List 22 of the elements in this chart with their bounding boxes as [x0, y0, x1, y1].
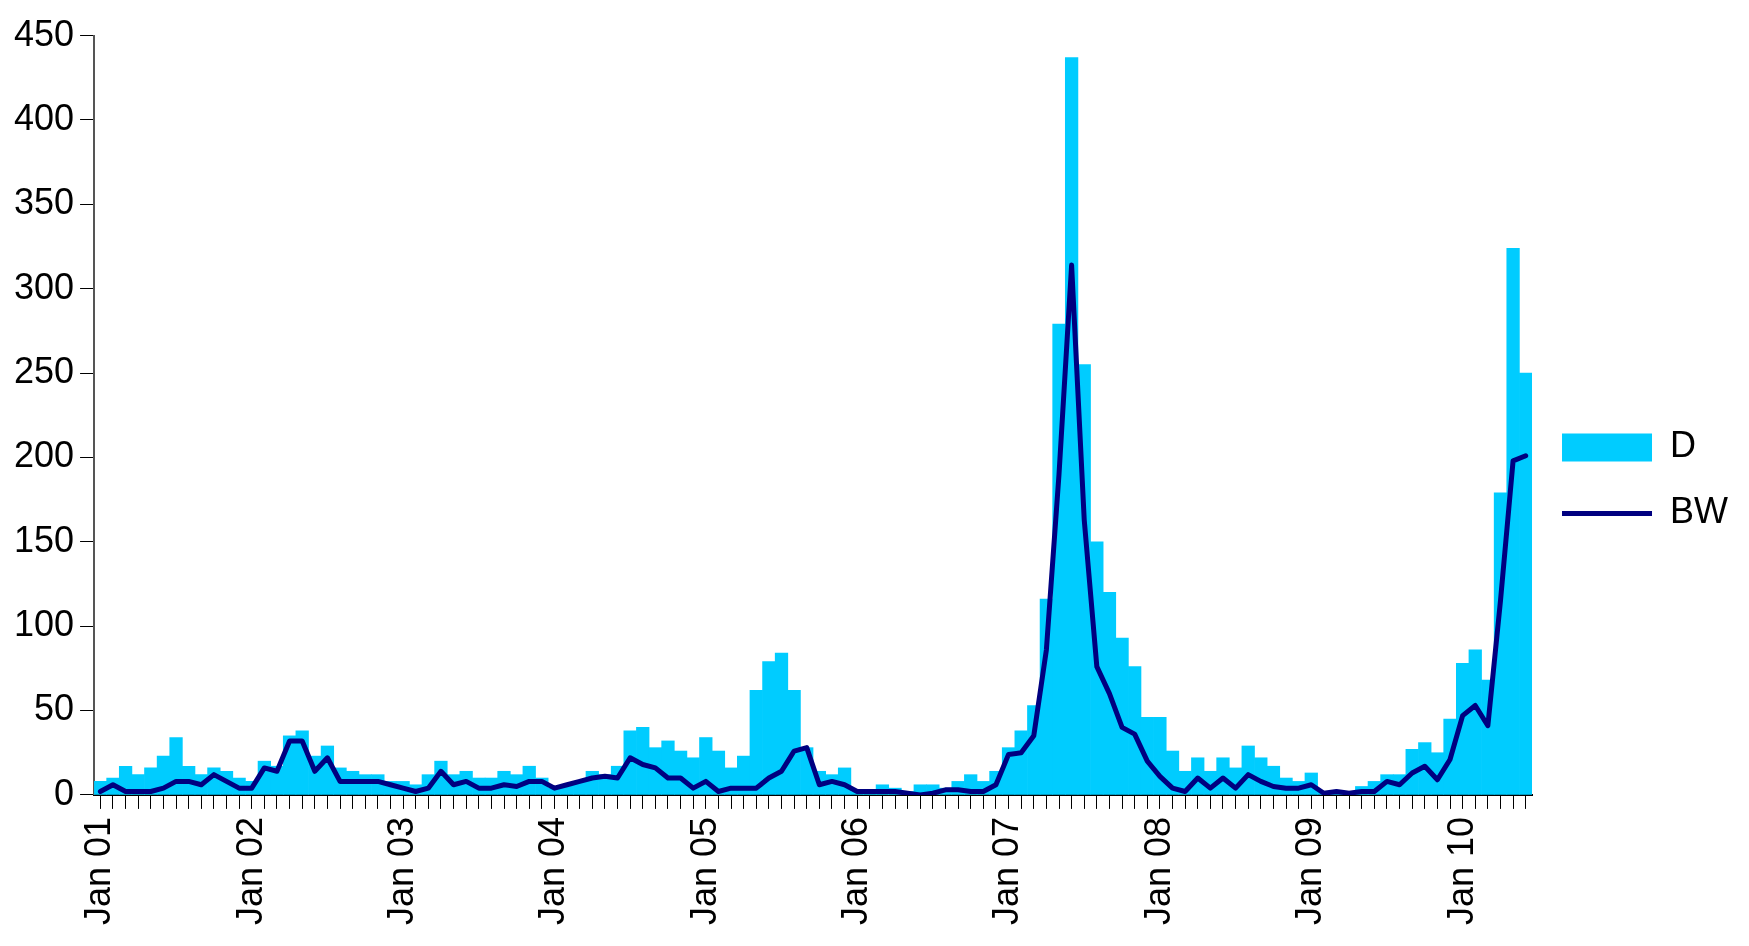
x-tick-label: Jan 02 — [228, 816, 270, 926]
x-tick-label: Jan 06 — [834, 816, 876, 926]
x-tick-label: Jan 03 — [380, 816, 422, 926]
x-tick-label: Jan 01 — [77, 816, 119, 926]
x-tick-label: Jan 05 — [682, 816, 724, 926]
y-tick-label: 450 — [13, 12, 75, 54]
y-tick-label: 150 — [13, 518, 75, 560]
y-tick-label: 400 — [13, 96, 75, 138]
y-tick-label: 0 — [54, 771, 75, 813]
legend-label: BW — [1670, 490, 1729, 532]
x-tick-label: Jan 08 — [1136, 816, 1178, 926]
y-tick-label: 250 — [13, 349, 75, 391]
legend-label: D — [1670, 424, 1697, 466]
x-tick-label: Jan 04 — [531, 816, 573, 926]
y-tick-label: 300 — [13, 265, 75, 307]
y-tick-label: 350 — [13, 181, 75, 223]
x-tick-label: Jan 09 — [1288, 816, 1330, 926]
y-tick-label: 100 — [13, 603, 75, 645]
y-tick-label: 50 — [34, 687, 75, 729]
x-tick-label: Jan 10 — [1439, 816, 1481, 926]
x-tick-label: Jan 07 — [985, 816, 1027, 926]
y-tick-label: 200 — [13, 434, 75, 476]
